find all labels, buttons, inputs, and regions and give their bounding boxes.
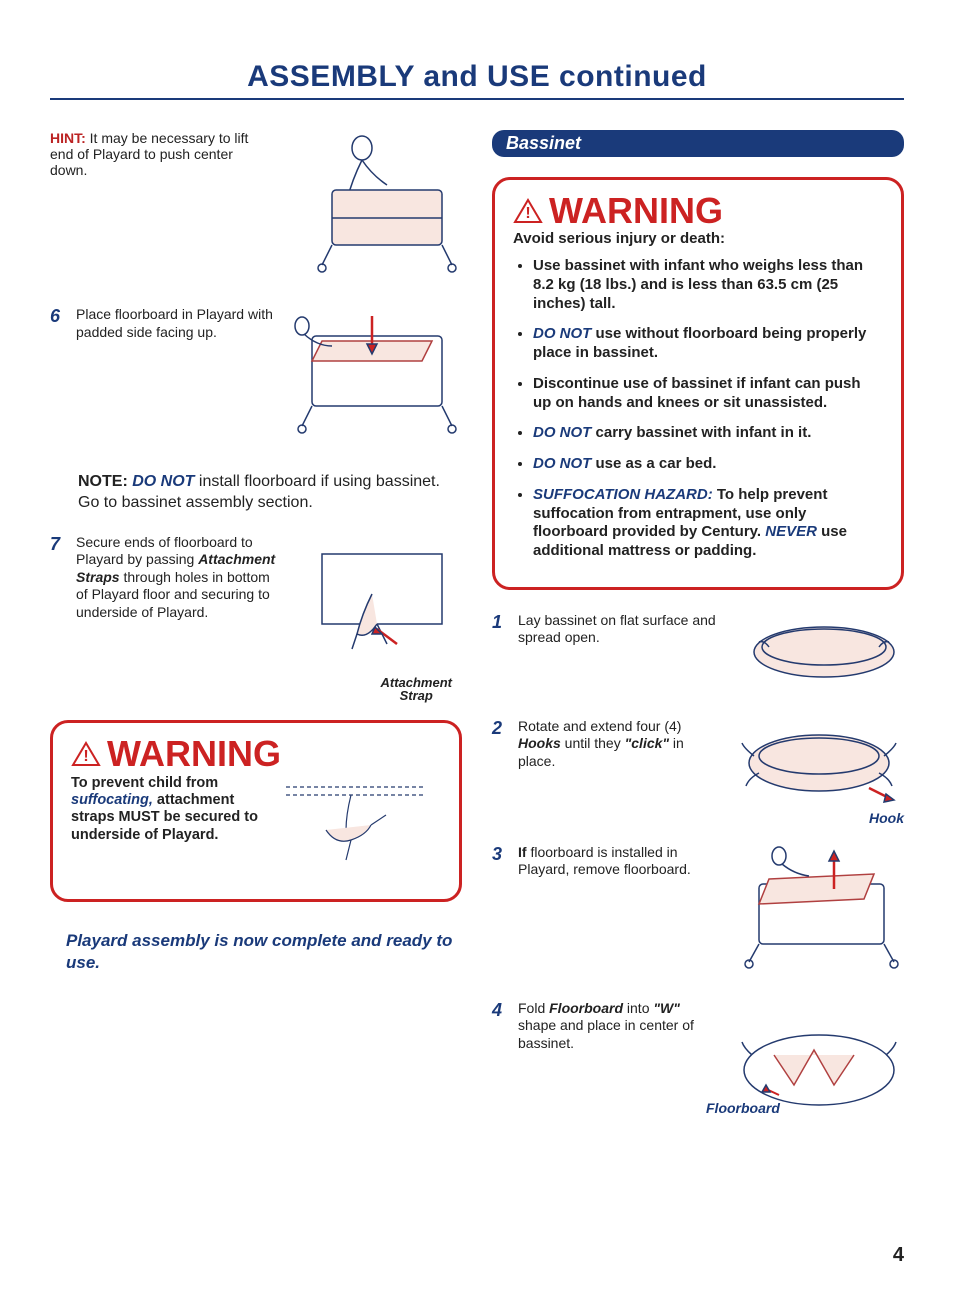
step-7: 7 Secure ends of floorboard to Playard b… <box>50 534 276 622</box>
note-block: NOTE: DO NOT install floorboard if using… <box>78 472 462 514</box>
warning-item-4: DO NOT use as a car bed. <box>533 455 883 474</box>
completion-text: Playard assembly is now complete and rea… <box>66 930 462 974</box>
diagram-step1 <box>744 612 904 692</box>
warning-item-3: DO NOT carry bassinet with infant in it. <box>533 424 883 443</box>
warning-item-2: Discontinue use of bassinet if infant ca… <box>533 375 883 413</box>
svg-text:!: ! <box>83 748 88 765</box>
attachment-strap-label: Attachment Strap <box>380 676 452 702</box>
step4-row: 4 Fold Floorboard into "W" shape and pla… <box>492 1000 904 1120</box>
warning-icon: ! <box>71 741 101 767</box>
hint-label: HINT: <box>50 130 86 146</box>
right-warning-title: WARNING <box>549 190 723 232</box>
page-title: ASSEMBLY and USE continued <box>50 60 904 100</box>
diagram-hint <box>292 130 462 280</box>
right-warning-box: ! WARNING Avoid serious injury or death:… <box>492 177 904 590</box>
left-warning-body: To prevent child from suffocating, attac… <box>71 775 266 845</box>
diagram-step3 <box>734 844 904 974</box>
step-6-num: 6 <box>50 306 68 327</box>
step6-row: 6 Place floorboard in Playard with padde… <box>50 306 462 446</box>
step-4: 4 Fold Floorboard into "W" shape and pla… <box>492 1000 718 1053</box>
step-1: 1 Lay bassinet on flat surface and sprea… <box>492 612 718 647</box>
warning-icon: ! <box>513 198 543 224</box>
step3-row: 3 If floorboard is installed in Playard,… <box>492 844 904 974</box>
hook-label: Hook <box>869 810 904 826</box>
diagram-step6 <box>282 306 462 446</box>
diagram-step2: Hook <box>734 718 904 818</box>
warning-item-0: Use bassinet with infant who weighs less… <box>533 257 883 313</box>
step-3-num: 3 <box>492 844 510 865</box>
right-warning-subtitle: Avoid serious injury or death: <box>513 230 883 247</box>
left-warning-title: WARNING <box>107 733 281 775</box>
hint-text: HINT: It may be necessary to lift end of… <box>50 130 250 178</box>
page-number: 4 <box>893 1244 904 1267</box>
note-em: DO NOT <box>132 473 194 490</box>
diagram-step7: Attachment Strap <box>302 534 462 694</box>
step-3-text: If floorboard is installed in Playard, r… <box>518 844 718 879</box>
warning-list: Use bassinet with infant who weighs less… <box>513 257 883 561</box>
step-2-text: Rotate and extend four (4) Hooks until t… <box>518 718 718 771</box>
step1-row: 1 Lay bassinet on flat surface and sprea… <box>492 612 904 692</box>
hint-row: HINT: It may be necessary to lift end of… <box>50 130 462 280</box>
step-1-text: Lay bassinet on flat surface and spread … <box>518 612 718 647</box>
note-label: NOTE: <box>78 473 128 490</box>
warning-item-5: SUFFOCATION HAZARD: To help prevent suff… <box>533 486 883 561</box>
right-column: Bassinet ! WARNING Avoid serious injury … <box>492 130 904 1120</box>
bassinet-header: Bassinet <box>492 130 904 157</box>
warning-item-1: DO NOT use without floorboard being prop… <box>533 325 883 363</box>
step-3: 3 If floorboard is installed in Playard,… <box>492 844 718 879</box>
step-2-num: 2 <box>492 718 510 739</box>
svg-text:!: ! <box>525 205 530 222</box>
diagram-left-warning <box>276 775 436 885</box>
step-4-num: 4 <box>492 1000 510 1021</box>
step-6-text: Place floorboard in Playard with padded … <box>76 306 276 341</box>
diagram-step4: Floorboard <box>734 1000 904 1120</box>
floorboard-label: Floorboard <box>706 1100 780 1116</box>
step-7-num: 7 <box>50 534 68 555</box>
left-warning-box: ! WARNING To prevent child from suffocat… <box>50 720 462 902</box>
step2-row: 2 Rotate and extend four (4) Hooks until… <box>492 718 904 818</box>
step-4-text: Fold Floorboard into "W" shape and place… <box>518 1000 718 1053</box>
step7-row: 7 Secure ends of floorboard to Playard b… <box>50 534 462 694</box>
content-columns: HINT: It may be necessary to lift end of… <box>50 130 904 1120</box>
left-column: HINT: It may be necessary to lift end of… <box>50 130 462 1120</box>
step-7-text: Secure ends of floorboard to Playard by … <box>76 534 276 622</box>
step-6: 6 Place floorboard in Playard with padde… <box>50 306 276 341</box>
step-2: 2 Rotate and extend four (4) Hooks until… <box>492 718 718 771</box>
step-1-num: 1 <box>492 612 510 633</box>
